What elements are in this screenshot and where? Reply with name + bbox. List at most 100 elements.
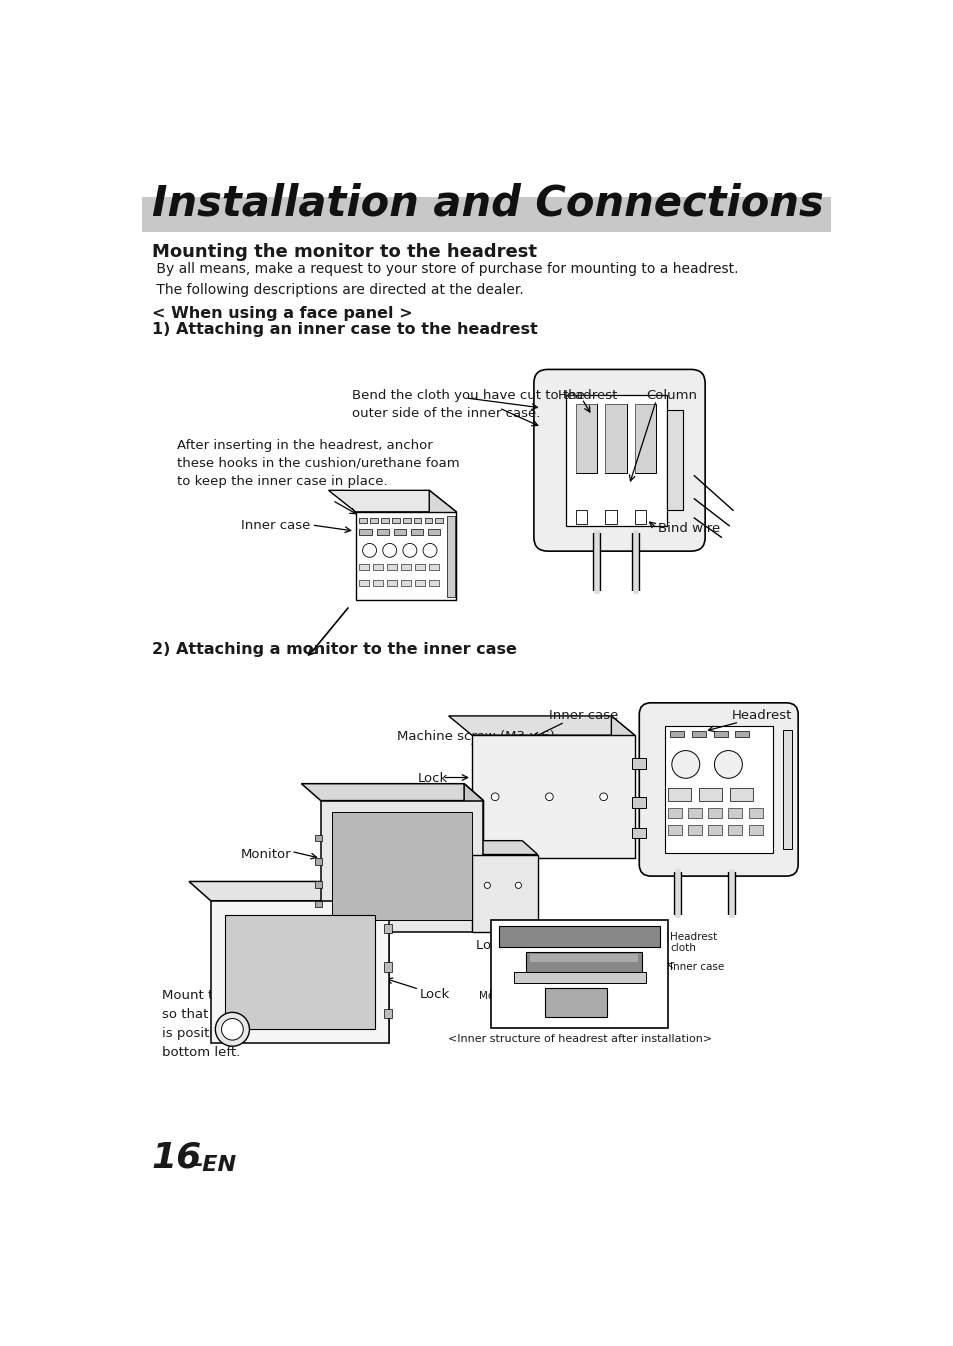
Bar <box>491 919 667 1028</box>
Bar <box>667 825 681 835</box>
Bar <box>384 1008 392 1018</box>
Text: Mount the face panel
so that the wide hook
is positioned at the
bottom left.: Mount the face panel so that the wide ho… <box>162 989 307 1059</box>
Bar <box>699 787 721 801</box>
Bar <box>530 954 638 961</box>
Bar <box>447 516 455 596</box>
Text: Lock case: Lock case <box>476 940 540 952</box>
Bar <box>634 404 656 474</box>
Bar <box>410 529 422 534</box>
Bar <box>670 731 683 738</box>
Polygon shape <box>429 490 456 600</box>
Polygon shape <box>301 783 483 801</box>
Text: Inner case: Inner case <box>241 518 311 532</box>
Bar <box>424 518 432 522</box>
Text: Monitor: Monitor <box>240 848 291 861</box>
Text: Bind wire: Bind wire <box>658 522 720 534</box>
Bar <box>414 518 421 522</box>
Bar <box>355 511 456 600</box>
Text: Inner case: Inner case <box>670 962 723 972</box>
Bar <box>728 825 741 835</box>
Bar <box>142 197 830 232</box>
Bar <box>314 882 322 887</box>
Bar <box>359 580 369 586</box>
Circle shape <box>382 544 396 557</box>
Text: Face panel: Face panel <box>208 884 279 896</box>
Text: 2) Attaching a monitor to the inner case: 2) Attaching a monitor to the inner case <box>152 642 517 657</box>
Bar <box>401 564 410 571</box>
Circle shape <box>221 1019 243 1040</box>
Circle shape <box>515 882 521 888</box>
Bar <box>373 564 382 571</box>
Bar <box>415 564 424 571</box>
Text: Mounting the monitor to the headrest: Mounting the monitor to the headrest <box>152 244 537 261</box>
Text: Lock: Lock <box>417 773 447 785</box>
Text: 1) Attaching an inner case to the headrest: 1) Attaching an inner case to the headre… <box>152 322 537 336</box>
Polygon shape <box>498 926 659 948</box>
Text: By all means, make a request to your store of purchase for mounting to a headres: By all means, make a request to your sto… <box>152 261 738 296</box>
Bar <box>687 825 701 835</box>
Bar <box>666 411 682 510</box>
Text: Bend the cloth you have cut to the
outer side of the inner case.: Bend the cloth you have cut to the outer… <box>352 389 584 420</box>
Bar <box>748 809 761 817</box>
Bar <box>735 731 748 738</box>
Text: Inner case: Inner case <box>549 709 618 721</box>
Bar <box>472 735 634 859</box>
Bar <box>713 731 727 738</box>
Text: Face
panel: Face panel <box>489 976 517 997</box>
Circle shape <box>215 1012 249 1046</box>
Bar <box>314 859 322 864</box>
Bar <box>359 518 367 522</box>
Bar <box>401 580 410 586</box>
Bar <box>781 730 791 849</box>
Bar <box>667 787 691 801</box>
Bar <box>604 404 626 474</box>
Bar <box>634 510 645 524</box>
Circle shape <box>362 544 376 557</box>
Text: Lock: Lock <box>419 988 450 1000</box>
Text: < When using a face panel >: < When using a face panel > <box>152 307 412 322</box>
Text: Monitor: Monitor <box>478 991 517 1001</box>
Bar <box>664 725 772 853</box>
Bar <box>387 564 396 571</box>
Bar <box>429 580 438 586</box>
Bar <box>224 914 375 1030</box>
Bar <box>211 900 389 1043</box>
Bar <box>370 518 377 522</box>
Bar <box>384 923 392 933</box>
Bar <box>728 809 741 817</box>
Bar <box>427 529 439 534</box>
Text: Headrest: Headrest <box>731 709 791 721</box>
Bar <box>707 809 721 817</box>
Bar <box>748 825 761 835</box>
Bar <box>729 787 753 801</box>
Bar <box>632 828 645 839</box>
Text: Installation and Connections: Installation and Connections <box>152 183 822 225</box>
Circle shape <box>422 544 436 557</box>
Text: Column: Column <box>645 389 697 401</box>
Bar <box>314 836 322 841</box>
Bar <box>632 758 645 769</box>
Polygon shape <box>328 490 456 511</box>
Bar <box>332 812 472 919</box>
Bar <box>384 962 392 972</box>
Text: Lock: Lock <box>582 844 613 857</box>
Circle shape <box>714 751 741 778</box>
Polygon shape <box>448 716 634 735</box>
Bar <box>525 953 641 975</box>
Circle shape <box>484 882 490 888</box>
Bar <box>373 580 382 586</box>
Bar <box>514 972 645 983</box>
Bar <box>691 731 705 738</box>
Bar <box>575 510 587 524</box>
Bar <box>376 529 389 534</box>
Text: Machine screw (M3 x 6): Machine screw (M3 x 6) <box>396 730 554 743</box>
Bar <box>387 580 396 586</box>
Bar <box>320 801 483 931</box>
Bar <box>402 518 410 522</box>
Text: <Inner structure of headrest after installation>: <Inner structure of headrest after insta… <box>447 1034 711 1044</box>
Bar <box>634 404 656 474</box>
Bar <box>632 797 645 808</box>
FancyBboxPatch shape <box>639 703 798 876</box>
Circle shape <box>545 793 553 801</box>
Polygon shape <box>189 882 389 900</box>
